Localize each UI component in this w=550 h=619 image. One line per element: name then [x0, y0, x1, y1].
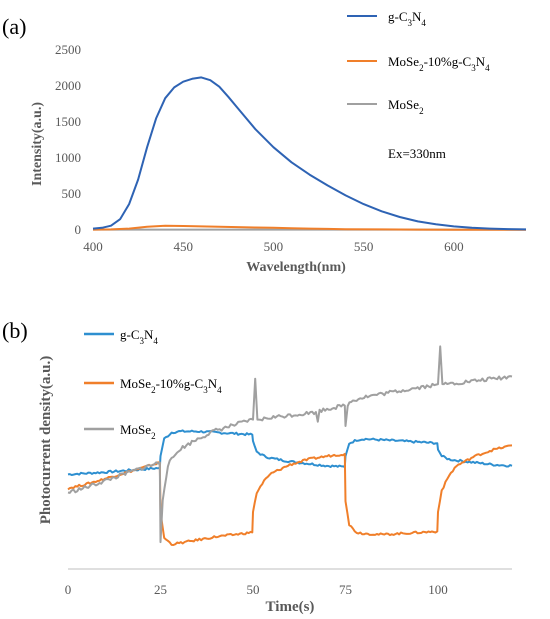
panel-a-xlabel: Wavelength(nm): [246, 260, 346, 275]
panel-b-ylabel: Photocurrent density(a.u.): [38, 356, 54, 524]
panel-b-x-tick-label: 100: [428, 582, 448, 597]
panel-a-series-g-c3n4: [92, 76, 527, 231]
panel-b-x-tick-label: 75: [339, 582, 352, 597]
panel-a-y-ticks: 0 500 1000 1500 2000 2500: [55, 42, 81, 237]
panel-a-label: (a): [2, 14, 26, 39]
panel-b-legend-label-mose2-10-g-c3n4: MoSe2-10%g-C3N4: [120, 376, 222, 395]
panel-a-x-tick-label: 400: [83, 239, 103, 254]
panel-b-x-tick-label: 25: [154, 582, 167, 597]
panel-a-x-tick-label: 550: [354, 239, 374, 254]
panel-a-y-tick-label: 500: [62, 186, 82, 201]
panel-a-x-tick-label: 450: [173, 239, 193, 254]
panel-b-label: (b): [2, 318, 28, 343]
panel-b-x-tick-label: 0: [65, 582, 72, 597]
panel-a-series-mose2-10-g-c3n4: [92, 224, 526, 231]
panel-a-annotation: Ex=330nm: [388, 146, 446, 161]
panel-a: (a) Intensity(a.u.) Wavelength(nm) 0 500 1…: [2, 9, 527, 275]
panel-b-plot-area: [67, 345, 513, 546]
panel-a-plot-area: [92, 76, 527, 231]
panel-a-legend: g-C3N4 MoSe2-10%g-C3N4 MoSe2: [347, 9, 490, 116]
panel-a-y-tick-label: 1000: [55, 150, 81, 165]
panel-b-x-tick-label: 50: [247, 582, 260, 597]
panel-b-legend-label-mose2: MoSe2: [120, 422, 156, 441]
panel-b: (b) Photocurrent density(a.u.) Time(s) 0…: [2, 318, 513, 615]
panel-b-series-g-c3n4: [67, 429, 513, 476]
panel-a-y-tick-label: 1500: [55, 114, 81, 129]
panel-a-legend-label-g-c3n4: g-C3N4: [388, 9, 426, 28]
panel-a-y-tick-label: 0: [75, 222, 82, 237]
panel-a-x-tick-label: 500: [264, 239, 284, 254]
panel-a-x-tick-label: 600: [444, 239, 464, 254]
panel-b-xlabel: Time(s): [266, 599, 315, 615]
panel-b-legend: g-C3N4 MoSe2-10%g-C3N4 MoSe2: [84, 327, 222, 441]
panel-b-x-ticks: 0 25 50 75 100: [65, 582, 448, 597]
panel-b-legend-label-g-c3n4: g-C3N4: [120, 327, 158, 346]
panel-a-ylabel: Intensity(a.u.): [30, 102, 45, 186]
panel-a-y-tick-label: 2500: [55, 42, 81, 57]
panel-b-series-mose2-10-g-c3n4: [67, 444, 513, 546]
panel-b-series-mose2: [67, 345, 513, 544]
panel-a-legend-label-mose2: MoSe2: [388, 97, 424, 116]
panel-a-x-ticks: 400 450 500 550 600: [83, 239, 463, 254]
panel-a-y-tick-label: 2000: [55, 78, 81, 93]
panel-a-legend-label-mose2-10-g-c3n4: MoSe2-10%g-C3N4: [388, 54, 490, 73]
